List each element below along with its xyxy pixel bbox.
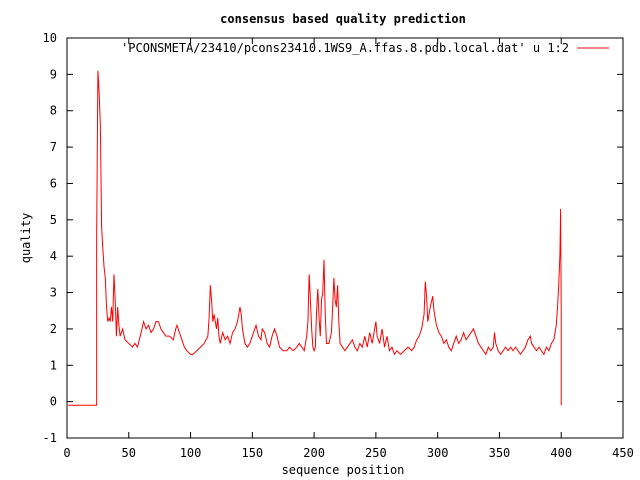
y-tick-label: -1 [43,431,57,445]
y-tick-label: 1 [50,358,57,372]
quality-series-line [68,70,562,406]
x-tick-label: 0 [63,446,70,460]
x-tick-labels: 0 50 100 150 200 250 300 350 400 450 [63,446,633,460]
x-tick-label: 100 [180,446,202,460]
chart-title: consensus based quality prediction [220,12,466,26]
x-axis-label: sequence position [282,463,405,477]
y-tick-label: 10 [43,31,57,45]
x-tick-label: 50 [122,446,136,460]
axis-ticks [66,37,624,439]
y-axis-label: quality [19,213,33,264]
x-tick-label: 200 [303,446,325,460]
x-tick-label: 150 [241,446,263,460]
x-tick-label: 350 [489,446,511,460]
x-tick-label: 400 [550,446,572,460]
legend: 'PCONSMETA/23410/pcons23410.1WS9_A.ffas.… [121,41,609,55]
y-tick-label: 2 [50,322,57,336]
y-tick-label: 6 [50,176,57,190]
y-tick-label: 5 [50,213,57,227]
y-tick-label: 0 [50,395,57,409]
y-tick-labels: -1 0 1 2 3 4 5 6 7 8 9 10 [43,31,57,445]
y-tick-label: 4 [50,249,57,263]
x-tick-label: 250 [365,446,387,460]
x-tick-label: 450 [612,446,634,460]
y-tick-label: 9 [50,67,57,81]
plot-frame [66,37,624,439]
y-tick-label: 7 [50,140,57,154]
legend-series-label: 'PCONSMETA/23410/pcons23410.1WS9_A.ffas.… [121,41,569,55]
y-tick-label: 8 [50,104,57,118]
x-tick-label: 300 [427,446,449,460]
y-tick-label: 3 [50,286,57,300]
